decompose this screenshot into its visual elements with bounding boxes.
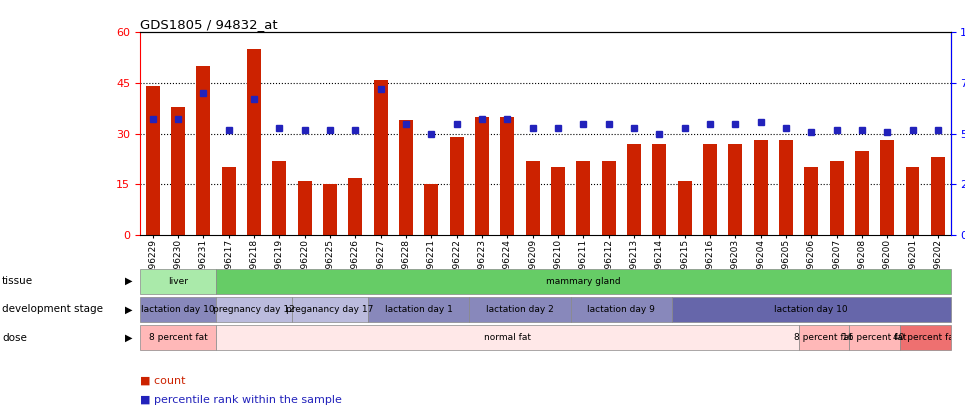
Text: lactation day 2: lactation day 2 [486,305,554,314]
Bar [140,325,216,350]
Text: development stage: development stage [2,305,103,314]
Bar [931,157,945,235]
Bar [754,141,767,235]
Bar [146,86,159,235]
Bar [291,297,368,322]
Bar [475,117,489,235]
Bar [140,269,216,294]
Text: ▶: ▶ [124,305,132,314]
Bar [368,297,469,322]
Bar [804,167,818,235]
Bar [677,181,692,235]
Bar [196,66,210,235]
Bar [272,161,287,235]
Bar [652,144,666,235]
Bar [830,161,843,235]
Bar [500,117,514,235]
Text: liver: liver [168,277,188,286]
Text: lactation day 10: lactation day 10 [774,305,848,314]
Text: dose: dose [2,333,27,343]
Text: tissue: tissue [2,276,33,286]
Text: 8 percent fat: 8 percent fat [794,333,853,342]
Text: mammary gland: mammary gland [546,277,620,286]
Bar [551,167,565,235]
Text: normal fat: normal fat [483,333,531,342]
Bar [469,297,570,322]
Bar [297,181,312,235]
Bar [570,297,672,322]
Text: 8 percent fat: 8 percent fat [149,333,207,342]
Bar [171,107,185,235]
Text: lactation day 10: lactation day 10 [141,305,215,314]
Text: ■ percentile rank within the sample: ■ percentile rank within the sample [140,395,342,405]
Bar [905,167,920,235]
Bar [450,137,463,235]
Text: ▶: ▶ [124,333,132,343]
Bar [399,120,413,235]
Bar [216,325,798,350]
Text: 16 percent fat: 16 percent fat [842,333,907,342]
Text: ■ count: ■ count [140,376,185,386]
Bar [849,325,899,350]
Text: lactation day 1: lactation day 1 [385,305,453,314]
Bar [799,325,849,350]
Bar [373,80,388,235]
Bar [323,184,337,235]
Text: preganancy day 17: preganancy day 17 [287,305,373,314]
Text: lactation day 9: lactation day 9 [588,305,655,314]
Bar [140,297,216,322]
Bar [779,141,793,235]
Bar [855,151,868,235]
Bar [729,144,742,235]
Text: GDS1805 / 94832_at: GDS1805 / 94832_at [140,18,278,31]
Bar [672,297,951,322]
Bar [627,144,641,235]
Text: pregnancy day 12: pregnancy day 12 [213,305,294,314]
Bar [899,325,951,350]
Bar [576,161,591,235]
Bar [247,49,261,235]
Bar [348,177,362,235]
Bar [880,141,895,235]
Text: 40 percent fat: 40 percent fat [893,333,957,342]
Bar [526,161,539,235]
Bar [425,184,438,235]
Bar [703,144,717,235]
Bar [216,297,291,322]
Text: ▶: ▶ [124,276,132,286]
Bar [601,161,616,235]
Bar [222,167,235,235]
